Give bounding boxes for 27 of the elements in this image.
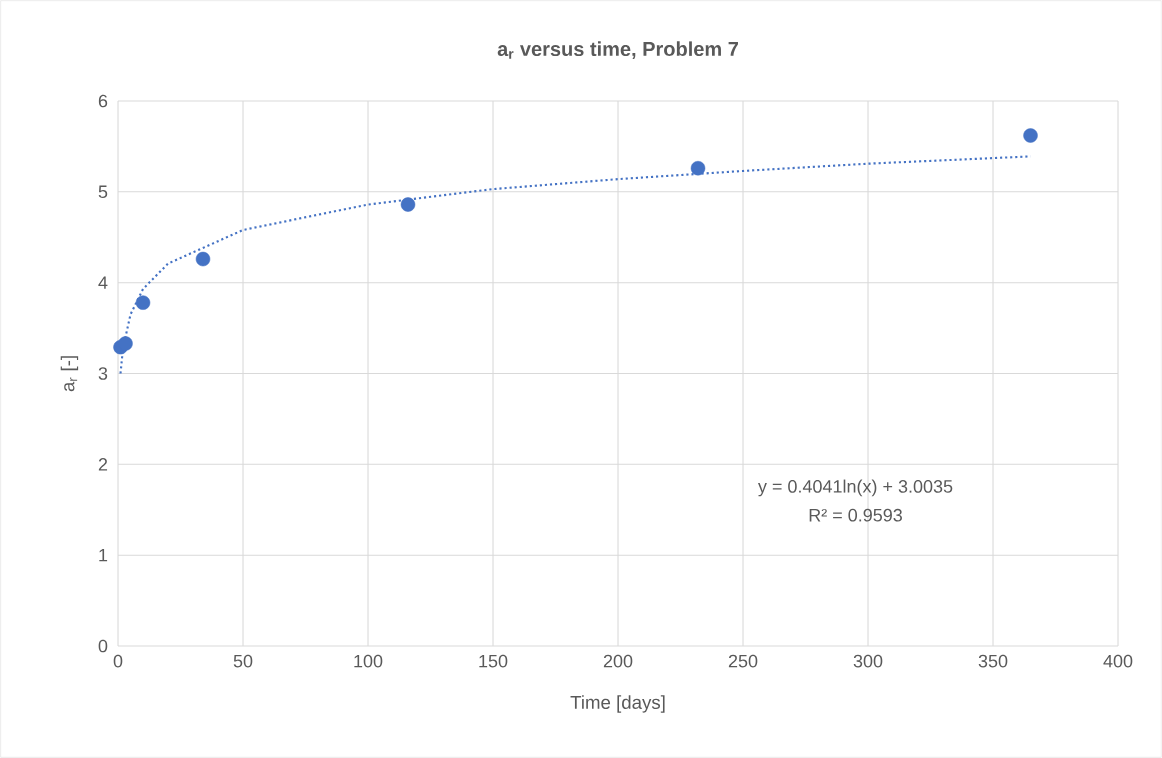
- y-tick-label: 6: [98, 94, 108, 108]
- annotation: R² = 0.9593: [809, 508, 902, 522]
- y-tick-label: 0: [98, 639, 108, 653]
- y-axis-title: a$_{r}$ [-]: [60, 356, 79, 392]
- x-axis-title: Time [days]: [570, 695, 665, 713]
- x-tick-label: 200: [603, 654, 633, 668]
- y-tick-label: 5: [98, 185, 108, 199]
- x-tick-label: 100: [354, 654, 383, 668]
- point: [135, 295, 151, 310]
- y-tick-label: 2: [98, 458, 108, 471]
- x-tick-label: 400: [1103, 654, 1133, 668]
- x-tick-label: 250: [728, 654, 758, 668]
- point: [400, 197, 416, 212]
- x-tick-label: 0: [113, 654, 123, 668]
- x-tick-label: 300: [853, 654, 883, 668]
- point: [1023, 128, 1038, 143]
- x-tick-label: 350: [978, 654, 1008, 668]
- point: [118, 336, 133, 351]
- x-tick-label: 150: [479, 654, 508, 668]
- y-tick-label: 1: [99, 548, 108, 562]
- chart-title: a$_{r}$ versus time, Problem 7: [497, 41, 738, 59]
- point: [195, 251, 211, 267]
- point: [690, 161, 706, 176]
- y-tick-label: 4: [98, 276, 108, 289]
- annotation: y = 0.4041ln(x) + 3.0035: [757, 479, 953, 497]
- y-tick-label: 3: [98, 367, 108, 380]
- x-tick-label: 50: [233, 654, 253, 668]
